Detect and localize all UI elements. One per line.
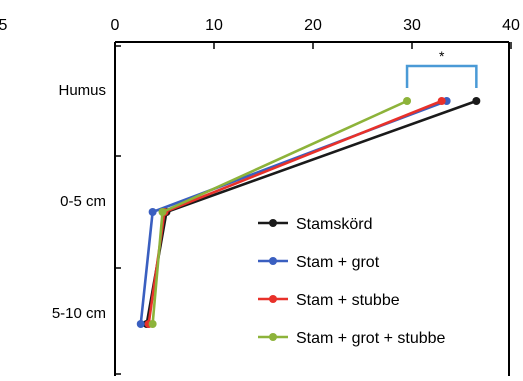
legend-swatch-marker — [269, 219, 277, 227]
data-point — [472, 97, 481, 105]
series-group — [136, 97, 481, 328]
category-label: 0-5 cm — [60, 193, 106, 210]
legend-label: Stamskörd — [296, 216, 372, 233]
x-tick-label: 20 — [304, 17, 322, 34]
data-point — [148, 208, 157, 216]
category-label: Humus — [58, 82, 106, 99]
series-line — [145, 99, 477, 325]
data-point — [403, 97, 412, 105]
category-label: 5-10 cm — [52, 305, 106, 322]
data-point — [158, 208, 167, 216]
series-line-group — [136, 97, 451, 328]
x-tick-label: 30 — [403, 17, 421, 34]
legend-label: Stam + grot + stubbe — [296, 330, 446, 347]
series-line — [151, 99, 408, 325]
data-point — [437, 97, 446, 105]
legend-swatch-marker — [269, 295, 277, 303]
legend-item: Stam + grot + stubbe — [258, 330, 446, 347]
legend-label: Stam + stubbe — [296, 292, 400, 309]
legend-item: Stam + stubbe — [258, 292, 400, 309]
x-tick-label: 40 — [502, 17, 520, 34]
series-line-group — [148, 97, 412, 328]
legend-label: Stam + grot — [296, 254, 380, 271]
legend-item: Stamskörd — [258, 216, 372, 233]
x-tick-label: 0 — [111, 17, 120, 34]
significance-annotation: * — [405, 48, 478, 88]
legend: Stamskörd Stam + grot Stam + stubbe Stam + … — [258, 216, 446, 347]
data-point — [136, 320, 145, 328]
significance-star: * — [439, 48, 445, 64]
legend-item: Stam + grot — [258, 254, 380, 271]
data-point — [148, 320, 157, 328]
series-line — [147, 99, 443, 325]
x-tick-label: 10 — [205, 17, 223, 34]
significance-bracket — [405, 64, 478, 88]
legend-swatch-marker — [269, 257, 277, 265]
series-line — [139, 99, 448, 325]
x-tick-label-clipped: 5 — [0, 17, 8, 34]
legend-swatch-marker — [269, 333, 277, 341]
axes: 0 10 20 30 40 5 Humus 0-5 cm 5-10 cm — [0, 17, 520, 376]
